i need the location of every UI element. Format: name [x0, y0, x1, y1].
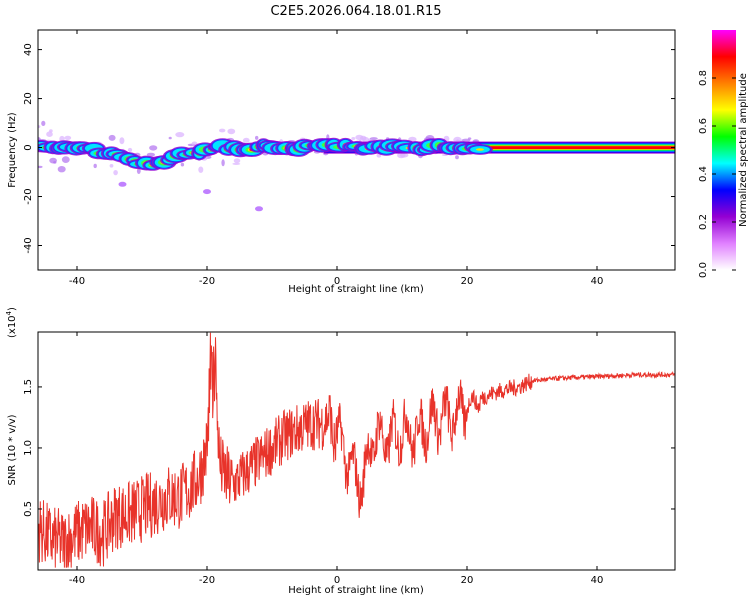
heatmap-scatter-blob [227, 128, 236, 135]
heatmap-scatter-blob [109, 164, 114, 168]
heatmap-scatter-blob [399, 153, 409, 158]
heatmap-scatter-blob [108, 134, 116, 141]
heatmap-y-tick-label: -40 [23, 237, 34, 253]
heatmap-y-ticks: -40 -20 0 20 40 [23, 43, 675, 254]
heatmap-scatter-blob [355, 134, 364, 141]
heatmap-scatter-blob [41, 120, 46, 126]
colorbar: 0.0 0.2 0.4 0.6 0.8 Normalized spectral ampl… [698, 30, 749, 278]
heatmap-content [38, 120, 675, 212]
colorbar-tick-label: 0.8 [698, 70, 709, 86]
heatmap-scatter-blob [198, 166, 204, 173]
heatmap-x-tick-label: 40 [591, 276, 604, 287]
snr-y-tick-label: 0.5 [23, 501, 34, 517]
heatmap-scatter-blob [369, 137, 378, 141]
snr-y-tick-label: 1.0 [23, 440, 34, 456]
heatmap-panel: -40 -20 0 20 40 -40 -20 0 20 40 Height of straig… [7, 29, 676, 295]
heatmap-scatter-blob [57, 166, 66, 173]
heatmap-scatter-blob [38, 165, 43, 169]
heatmap-scatter-blob [351, 137, 356, 140]
heatmap-x-ticks: -40 -20 0 20 40 [69, 30, 604, 287]
heatmap-scatter-blob [362, 136, 370, 143]
heatmap-scatter-blob [113, 170, 118, 176]
heatmap-scatter-blob [180, 162, 185, 167]
heatmap-frame [37, 29, 676, 271]
snr-x-tick-label: 20 [461, 575, 474, 586]
heatmap-scatter-blob [49, 157, 57, 164]
heatmap-scatter-blob [168, 136, 172, 140]
heatmap-scatter-blob [242, 137, 250, 143]
colorbar-tick-label: 0.0 [698, 262, 709, 278]
heatmap-scatter-blob [149, 145, 158, 151]
heatmap-scatter-blob [146, 152, 155, 157]
snr-x-tick-label: 40 [591, 575, 604, 586]
heatmap-y-label: Frequency (Hz) [7, 112, 18, 188]
heatmap-scatter-blob [136, 168, 141, 175]
heatmap-y-tick-label: 40 [23, 43, 34, 56]
heatmap-band-layer [324, 146, 675, 149]
heatmap-scatter-blob [221, 159, 225, 167]
snr-y-tick-label: 1.5 [23, 379, 34, 395]
colorbar-tick-label: 0.2 [698, 214, 709, 230]
snr-y-ticks: 0.5 1.0 1.5 [23, 379, 675, 517]
snr-y-label: SNR (10 * v/v) [7, 414, 18, 485]
snr-x-ticks: -40 -20 0 20 40 [69, 332, 604, 586]
heatmap-outlier [203, 189, 211, 195]
snr-x-tick-label: -40 [69, 575, 85, 586]
heatmap-x-tick-label: -20 [199, 276, 215, 287]
snr-scale-label: (x104) [5, 307, 18, 338]
heatmap-scatter-blob [233, 158, 241, 164]
heatmap-scatter-blob [455, 155, 459, 160]
heatmap-scatter-blob [64, 135, 72, 140]
heatmap-scatter-blob [175, 132, 185, 138]
heatmap-y-tick-label: -20 [23, 188, 34, 204]
snr-x-tick-label: 0 [334, 575, 340, 586]
heatmap-scatter-blob [46, 131, 53, 137]
snr-scale-exponent: 4 [5, 310, 13, 315]
heatmap-y-tick-label: 0 [23, 144, 34, 150]
snr-panel: -40 -20 0 20 40 0.5 1.0 1.5 Height of straight… [5, 307, 676, 596]
heatmap-scatter-blob [61, 156, 70, 164]
heatmap-scatter-blob [49, 129, 53, 133]
heatmap-x-tick-label: 20 [461, 276, 474, 287]
colorbar-scale [712, 30, 736, 270]
heatmap-scatter-blob [219, 128, 226, 133]
heatmap-scatter-blob [461, 138, 471, 142]
heatmap-scatter-blob [127, 147, 133, 153]
colorbar-ticks: 0.0 0.2 0.4 0.6 0.8 [698, 70, 736, 278]
heatmap-y-tick-label: 20 [23, 92, 34, 105]
snr-x-label: Height of straight line (km) [288, 585, 424, 596]
heatmap-x-tick-label: 0 [334, 276, 340, 287]
heatmap-x-label: Height of straight line (km) [288, 284, 424, 295]
heatmap-outlier [118, 181, 127, 187]
heatmap-scatter-blob [255, 135, 259, 140]
chart-title: C2E5.2026.064.18.01.R15 [270, 4, 441, 19]
heatmap-scatter-blob [232, 162, 241, 165]
snr-background [38, 332, 675, 570]
colorbar-tick-label: 0.6 [698, 118, 709, 134]
heatmap-ridge-blob [467, 144, 493, 155]
colorbar-label: Normalized spectral amplitude [738, 73, 749, 227]
heatmap-scatter-blob [38, 125, 41, 129]
heatmap-x-tick-label: -40 [69, 276, 85, 287]
snr-x-tick-label: -20 [199, 575, 215, 586]
heatmap-outlier [255, 206, 263, 212]
heatmap-scatter-blob [119, 137, 125, 145]
snr-frame [37, 331, 676, 571]
colorbar-tick-label: 0.4 [698, 166, 709, 182]
heatmap-scatter-blob [93, 163, 97, 169]
snr-series-line [38, 332, 675, 568]
